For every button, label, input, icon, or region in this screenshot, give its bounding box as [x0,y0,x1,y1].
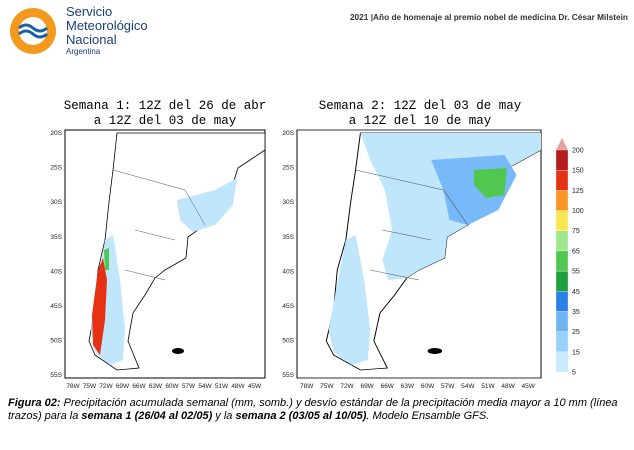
colorbar-label: 25 [572,329,580,336]
lon-label: 78W [66,383,80,390]
lat-label: 45S [282,303,294,310]
colorbar-segment [555,270,569,292]
colorbar-segment [555,331,569,352]
lon-label: 57W [182,383,196,390]
lat-label: 25S [50,165,62,172]
colorbar-label: 150 [572,168,584,175]
panel-title: Semana 1: 12Z del 26 de abr [64,99,267,113]
colorbar-label: 200 [572,148,584,155]
lat-label: 50S [282,338,294,345]
colorbar-segment [555,190,569,211]
lat-label: 45S [50,303,62,310]
colorbar-label: 55 [572,269,580,276]
caption-label: Figura 02: [8,397,61,409]
lon-label: 48W [231,383,245,390]
colorbar-segment [555,351,569,373]
lon-label: 54W [461,383,475,390]
panel-title: a 12Z del 03 de may [94,114,237,128]
lon-label: 66W [381,383,395,390]
lon-label: 54W [198,383,212,390]
lon-label: 48W [501,383,515,390]
map-panel [296,129,542,379]
lon-label: 75W [320,383,334,390]
logo-text: Servicio [66,4,112,19]
lat-label: 55S [50,372,62,379]
lon-label: 69W [116,383,130,390]
lon-label: 78W [300,383,314,390]
caption-emph: semana 2 (03/05 al 10/05) [235,410,367,422]
caption: Figura 02: Precipitación acumulada seman… [8,397,626,423]
colorbar-label: 45 [572,289,580,296]
figure: Servicio Meteorológico Nacional Argentin… [10,4,628,390]
lon-label: 60W [165,383,179,390]
lat-label: 25S [282,165,294,172]
lon-label: 69W [360,383,374,390]
caption-text: . Modelo Ensamble GFS. [366,410,490,422]
colorbar-segment [555,170,569,191]
colorbar-label: 15 [572,349,580,356]
lon-label: 51W [481,383,495,390]
lat-label: 20S [282,130,294,137]
lon-label: 63W [401,383,415,390]
colorbar-label: 75 [572,228,580,235]
lon-label: 66W [132,383,146,390]
panel-title: a 12Z del 10 de may [349,114,492,128]
lat-label: 35S [282,234,294,241]
lon-label: 45W [248,383,262,390]
lon-label: 45W [522,383,536,390]
lat-label: 40S [50,268,62,275]
lon-label: 51W [215,383,229,390]
logo-text: Meteorológico [66,18,148,33]
lon-label: 63W [149,383,163,390]
colorbar-segment [555,210,569,231]
caption-text: y la [212,410,236,422]
panel-title: Semana 2: 12Z del 03 de may [319,99,522,113]
lat-label: 30S [282,199,294,206]
colorbar-segment [555,311,569,332]
colorbar-segment [555,250,569,272]
colorbar-label: 65 [572,248,580,255]
lat-label: 40S [282,268,294,275]
colorbar-label: 5 [572,370,576,377]
lon-label: 72W [340,383,354,390]
colorbar-label: 100 [572,208,584,215]
header-note: 2021 |Año de homenaje al premio nobel de… [350,12,628,22]
logo-country: Argentina [66,47,101,56]
lat-label: 20S [50,130,62,137]
lon-label: 57W [441,383,455,390]
colorbar-label: 125 [572,188,584,195]
lat-label: 35S [50,234,62,241]
map-panel [64,129,266,379]
lon-label: 75W [83,383,97,390]
lat-label: 50S [50,338,62,345]
colorbar-segment [555,230,569,252]
lon-label: 60W [421,383,435,390]
caption-text: Precipitación acumulada semanal (mm, som… [8,397,618,422]
caption-emph: semana 1 (26/04 al 02/05) [81,410,213,422]
lat-label: 30S [50,199,62,206]
lon-label: 72W [99,383,113,390]
logo [10,8,56,54]
colorbar-segment [555,291,569,312]
lat-label: 55S [282,372,294,379]
colorbar-cap [556,138,568,150]
colorbar-segment [555,149,569,171]
colorbar-label: 35 [572,309,580,316]
logo-text: Nacional [66,32,117,47]
